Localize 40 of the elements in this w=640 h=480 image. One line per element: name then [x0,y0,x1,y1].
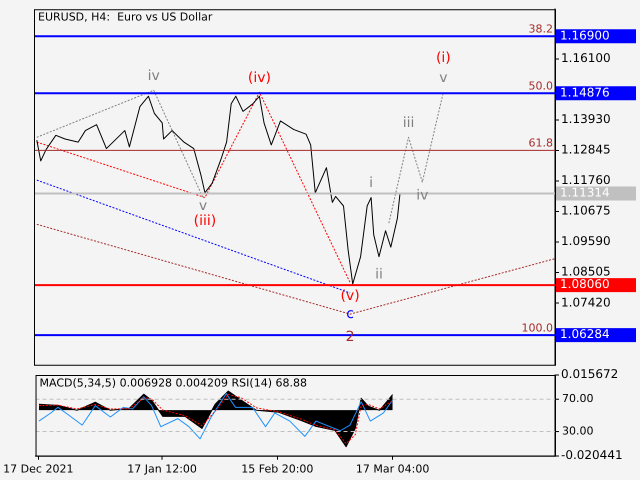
ref-line-label: 1.11314 [560,186,610,200]
y-tick-label: 1.09590 [561,234,611,248]
annotation: c [346,306,354,322]
ref-line-label: 1.16900 [560,28,610,42]
annotation: 38.2 [528,22,553,36]
y-tick-label: 1.13930 [561,112,611,126]
y-tick-label: 1.16100 [561,50,611,65]
ref-line-label: 1.08060 [560,277,610,292]
annotation: (iii) [194,213,216,230]
annotation: 100.0 [522,321,553,334]
y-tick-label: 1.07420 [561,295,611,310]
x-tick-label: 17 Mar 04:00 [356,462,430,476]
annotation: iv [148,68,160,84]
annotation: iv [416,188,428,204]
x-tick-label: 17 Jan 12:00 [127,462,197,476]
y-tick-label: 1.08505 [561,264,611,279]
annotation: 50.0 [528,80,553,93]
annotation: i [369,175,374,192]
x-tick-label: 17 Dec 2021 [3,462,74,476]
ref-line-label: 1.06284 [560,327,610,342]
y-tick-label: 1.11760 [561,173,611,188]
y2-tick-label: 70.00 [562,392,594,406]
ref-line-label: 1.14876 [560,85,610,100]
annotation: 61.8 [528,136,553,150]
line-series [388,92,444,224]
annotation: (iv) [248,70,271,86]
y-tick-label: -0.020441 [561,448,623,462]
y-tick-label: 1.10675 [561,204,611,218]
chart-title: EURUSD, H4: Euro vs US Dollar [38,10,213,24]
annotation: v [198,198,208,214]
y-tick-label: 0.015672 [561,367,618,382]
chart-title: MACD(5,34,5) 0.006928 0.004209 RSI(14) 68.88 [40,376,307,390]
x-tick-label: 15 Feb 20:00 [241,462,314,476]
annotation: iii [402,114,414,131]
y2-tick-label: 30.00 [562,424,594,438]
annotation: (i) [436,50,451,66]
annotation: (v) [340,288,360,304]
annotation: v [439,70,448,86]
annotation: ii [375,266,383,282]
y-tick-label: 1.12845 [561,142,611,157]
